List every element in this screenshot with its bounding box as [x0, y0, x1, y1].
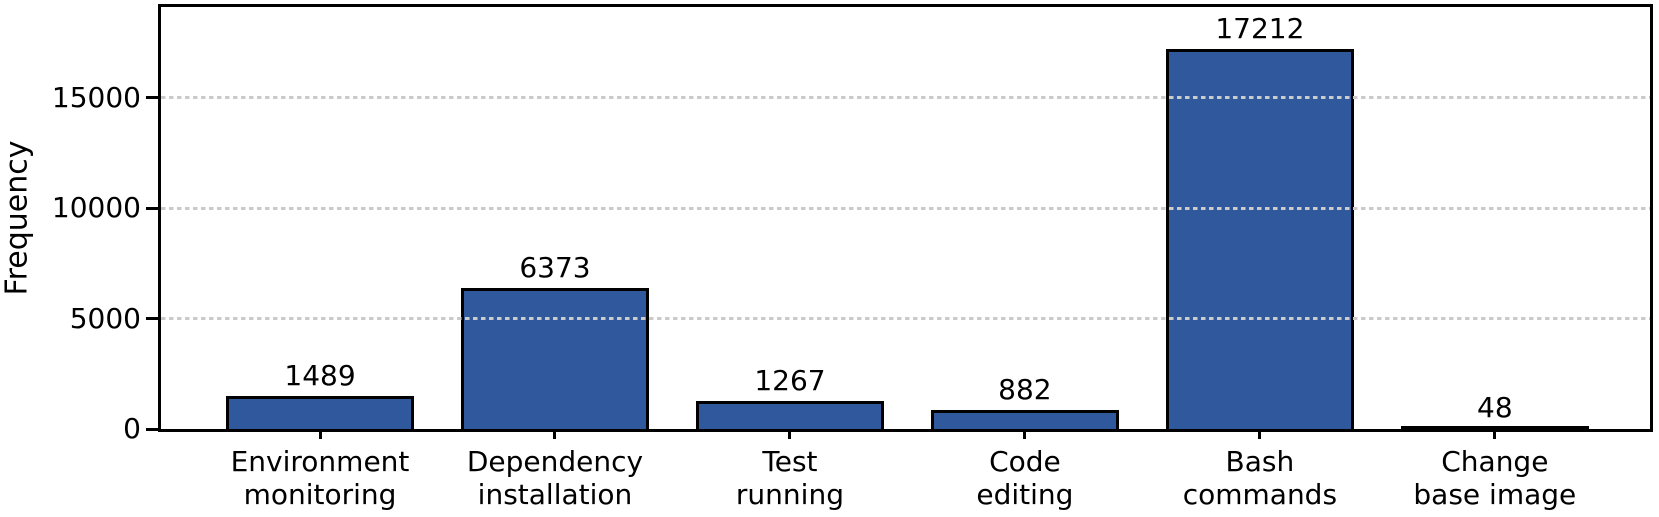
x-tick-mark: [1258, 429, 1262, 439]
category-label: Environment monitoring: [230, 445, 410, 511]
category-label: Test running: [735, 445, 844, 511]
y-tick-mark: [146, 317, 160, 321]
x-tick-mark: [1493, 429, 1497, 439]
y-tick-mark: [146, 427, 160, 431]
category-label: Dependency installation: [466, 445, 644, 511]
category-label: Code editing: [976, 445, 1074, 511]
y-tick-mark: [146, 96, 160, 100]
x-tick-mark: [553, 429, 557, 439]
y-tick-label: 10000: [51, 191, 141, 225]
bar-value-label: 882: [998, 372, 1052, 406]
bar: [1165, 48, 1354, 429]
bar: [460, 288, 649, 429]
y-tick-label: 0: [123, 412, 141, 445]
x-tick-mark: [1023, 429, 1027, 439]
gridline: [161, 96, 1650, 100]
bar-value-label: 48: [1477, 390, 1513, 424]
bar: [695, 401, 884, 429]
y-tick-label: 15000: [51, 80, 141, 114]
category-label: Change base image: [1413, 445, 1577, 511]
bar: [930, 409, 1119, 429]
plot-area: 1489 6373 1267 882 17212 48: [158, 4, 1653, 432]
gridline: [161, 317, 1650, 321]
bar-value-label: 6373: [519, 251, 591, 285]
gridline: [161, 206, 1650, 210]
y-tick-mark: [146, 206, 160, 210]
bar: [1400, 426, 1589, 429]
x-tick-mark: [788, 429, 792, 439]
x-tick-mark: [318, 429, 322, 439]
bar-value-label: 1267: [754, 364, 826, 398]
y-tick-label: 5000: [69, 301, 141, 335]
bar-value-label: 1489: [284, 359, 356, 393]
bar: [225, 396, 415, 429]
category-label: Bash commands: [1182, 445, 1338, 511]
bar-value-label: 17212: [1215, 11, 1305, 45]
